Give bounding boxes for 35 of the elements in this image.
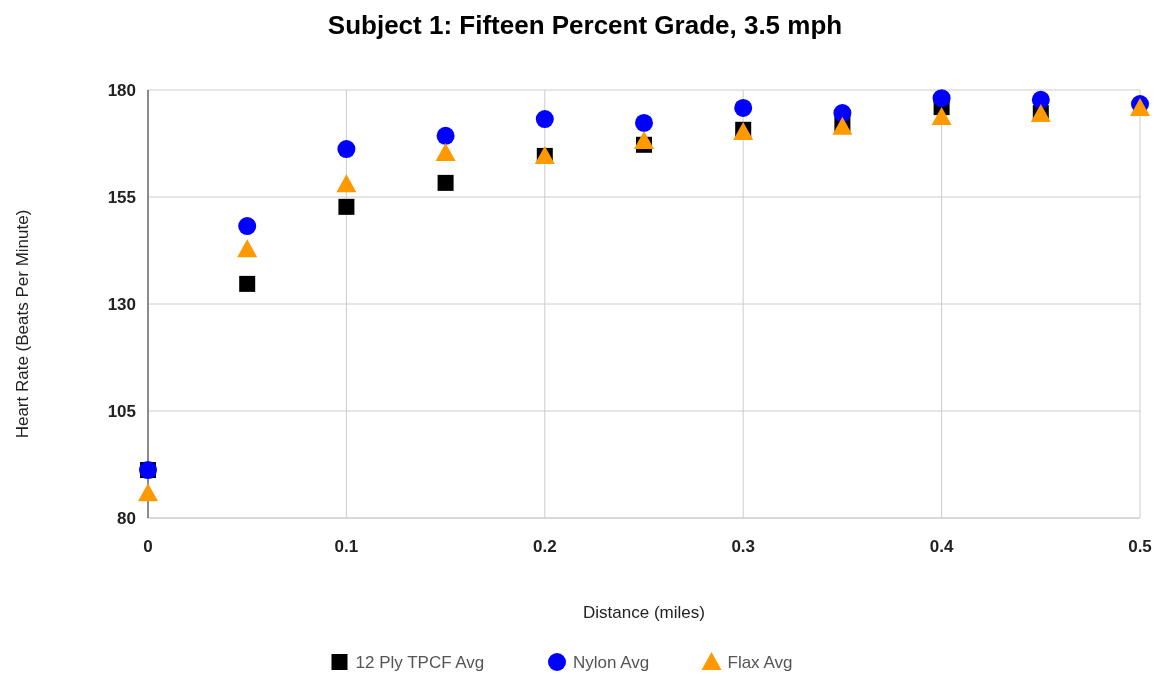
point <box>734 98 753 117</box>
x-axis-title: Distance (miles) <box>583 603 705 622</box>
point <box>237 239 258 258</box>
point <box>338 198 355 215</box>
point <box>337 140 356 159</box>
point <box>238 217 257 236</box>
x-tick-label: 0.1 <box>334 537 359 556</box>
point <box>535 110 554 129</box>
chart-title: Subject 1: Fifteen Percent Grade, 3.5 mph <box>327 10 843 40</box>
y-tick-label: 130 <box>107 295 136 314</box>
y-tick-label: 180 <box>107 81 136 100</box>
point <box>436 126 455 145</box>
point <box>138 483 158 502</box>
legend-label: Flax Avg <box>727 653 793 672</box>
x-tick-label: 0.3 <box>731 537 756 556</box>
point <box>437 174 454 191</box>
x-tick-label: 0.5 <box>1128 537 1152 556</box>
x-tick-label: 0.2 <box>532 537 557 556</box>
point <box>336 174 357 193</box>
point <box>1031 90 1050 109</box>
point <box>932 89 951 108</box>
y-tick-label: 105 <box>107 402 136 421</box>
legend-label: 12 Ply TPCF Avg <box>355 653 485 672</box>
legend-label: Nylon Avg <box>573 653 650 672</box>
point <box>634 130 654 149</box>
x-tick-label: 0 <box>143 537 153 556</box>
y-tick-label: 155 <box>107 188 136 207</box>
point <box>833 104 852 123</box>
point <box>635 113 653 132</box>
y-axis-title: Heart Rate (Beats Per Minute) <box>13 209 32 439</box>
point <box>931 106 952 125</box>
point <box>435 142 456 161</box>
point <box>239 275 256 292</box>
y-tick-label: 80 <box>117 509 136 528</box>
x-tick-label: 0.4 <box>929 537 954 556</box>
